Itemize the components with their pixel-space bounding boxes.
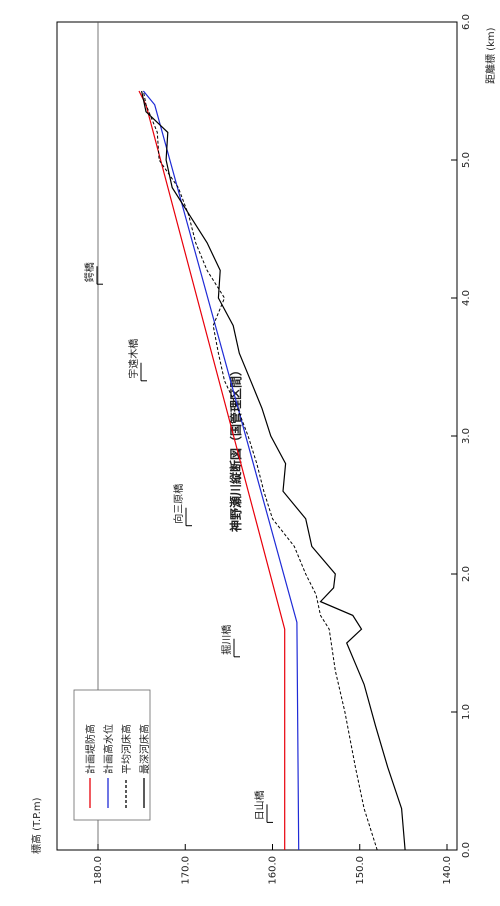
legend: 計画堤防高 計画高水位 平均河床高 最深河床高: [73, 689, 151, 821]
x-tick-label-6: 6.0: [461, 14, 472, 30]
legend-label-4: 最深河床高: [138, 724, 151, 774]
x-tick-label-1: 1.0: [461, 704, 472, 720]
legend-box: [73, 689, 151, 821]
y-tick-label-1: 150.0: [355, 856, 366, 885]
bridge-label-0: 日山橋: [253, 790, 266, 820]
series-line-4: [141, 90, 406, 851]
bridge-label-2: 向三原橋: [172, 484, 185, 524]
chart-title: 神野瀬川縦断図（国管理区間）: [228, 364, 243, 532]
y-tick-label-2: 160.0: [268, 856, 279, 885]
bridge-annotations: 日山橋 掘川橋 向三原橋 宇遠木橋 鍔橋: [83, 262, 273, 823]
bridge-label-1: 掘川橋: [220, 625, 233, 655]
series-line-3: [142, 90, 378, 851]
x-tick-label-2: 2.0: [461, 566, 472, 582]
series-layer: [138, 90, 406, 851]
bridge-label-4: 鍔橋: [83, 262, 96, 282]
x-tick-label-0: 0.0: [461, 842, 472, 858]
x-tick-label-4: 4.0: [461, 290, 472, 306]
y-axis-label: 標高 (T.P.m): [30, 797, 43, 854]
x-tick-label-5: 5.0: [461, 152, 472, 168]
series-line-2: [142, 90, 300, 851]
legend-label-3: 平均河床高: [120, 724, 133, 774]
x-tick-label-3: 3.0: [461, 428, 472, 444]
legend-label-2: 計画高水位: [102, 724, 115, 774]
y-axis-ticks: 140.0 150.0 160.0 170.0 180.0: [93, 844, 453, 885]
legend-label-1: 計画堤防高: [84, 724, 97, 774]
y-tick-label-4: 180.0: [93, 856, 104, 885]
y-tick-label-0: 140.0: [442, 856, 453, 885]
bridge-label-3: 宇遠木橋: [127, 339, 140, 379]
x-axis-ticks: 0.0 1.0 2.0 3.0 4.0 5.0 6.0: [451, 14, 472, 858]
y-tick-label-3: 170.0: [180, 856, 191, 885]
x-axis-label: 距離標 (km): [484, 27, 497, 84]
